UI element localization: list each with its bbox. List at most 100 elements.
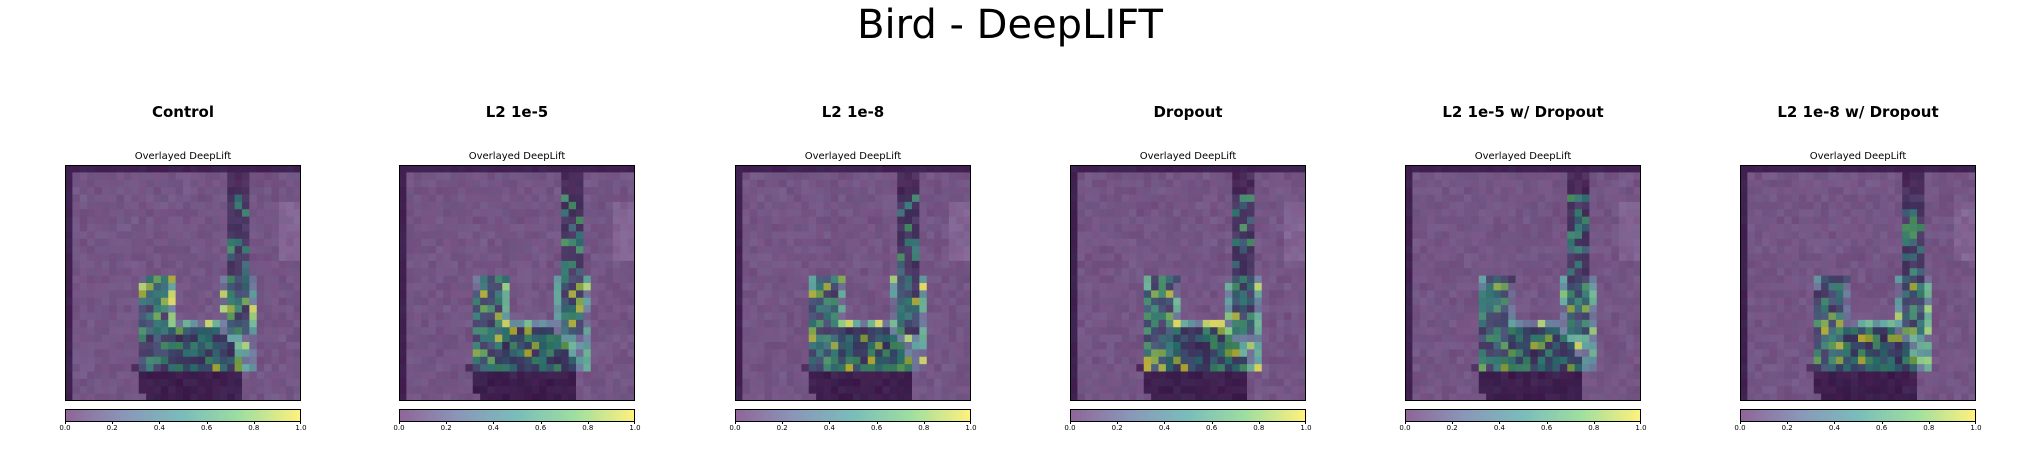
colorbar-segment <box>1180 409 1185 422</box>
heatmap-cell <box>406 209 415 218</box>
heatmap-cell <box>808 290 817 299</box>
heatmap-cell <box>1232 179 1241 188</box>
heatmap-cell <box>480 290 488 299</box>
heatmap-cell <box>1136 224 1145 232</box>
heatmap-cell <box>94 378 103 387</box>
heatmap-cell <box>1173 297 1182 306</box>
heatmap-cell <box>742 268 751 277</box>
heatmap-cell <box>889 283 898 291</box>
heatmap-cell <box>1165 283 1174 291</box>
heatmap-cell <box>197 305 206 313</box>
colorbar-segment <box>183 409 188 422</box>
heatmap-cell <box>197 290 206 299</box>
heatmap-cell <box>212 334 221 343</box>
heatmap-cell <box>399 216 407 225</box>
heatmap-cell <box>1626 283 1635 291</box>
heatmap-cell <box>190 260 199 269</box>
heatmap-cell <box>109 216 118 225</box>
heatmap-cell <box>1099 275 1108 284</box>
heatmap-cell <box>576 238 584 247</box>
heatmap-cell <box>1121 194 1130 203</box>
heatmap-cell <box>1188 275 1196 284</box>
heatmap-cell <box>94 386 103 395</box>
colorbar-segment <box>939 409 944 422</box>
heatmap-cell <box>794 238 802 247</box>
heatmap-cell <box>1077 179 1086 188</box>
heatmap-cell <box>1099 305 1108 313</box>
heatmap-cell <box>87 231 95 240</box>
heatmap-cell <box>480 209 488 218</box>
heatmap-cell <box>605 378 614 387</box>
heatmap-cell <box>1298 172 1306 181</box>
heatmap-cell <box>897 268 906 277</box>
heatmap-cell <box>845 290 854 299</box>
heatmap-cell <box>749 216 758 225</box>
heatmap-cell <box>278 179 287 188</box>
heatmap-cell <box>1291 342 1300 350</box>
heatmap <box>399 165 635 401</box>
heatmap-cell <box>219 172 228 181</box>
heatmap-cell <box>1261 319 1270 328</box>
colorbar-tick-label: 0.2 <box>776 424 788 432</box>
heatmap-cell <box>480 327 488 336</box>
heatmap-cell <box>443 386 452 395</box>
heatmap-cell <box>517 334 525 343</box>
heatmap-cell <box>1136 393 1145 401</box>
heatmap-cell <box>1092 260 1100 269</box>
heatmap-cell <box>1224 371 1233 380</box>
heatmap-cell <box>771 194 780 203</box>
heatmap-cell <box>1449 216 1458 225</box>
heatmap-cell <box>175 172 184 181</box>
heatmap-cell <box>590 194 599 203</box>
heatmap-cell <box>1084 364 1093 372</box>
heatmap-cell <box>598 179 606 188</box>
heatmap-cell <box>912 334 920 343</box>
heatmap-cell <box>919 297 928 306</box>
heatmap-cell <box>882 378 891 387</box>
heatmap-cell <box>197 224 206 232</box>
heatmap-cell <box>428 334 437 343</box>
heatmap-cell <box>212 260 221 269</box>
heatmap-cell <box>175 393 184 401</box>
heatmap-cell <box>941 224 950 232</box>
heatmap-cell <box>413 305 422 313</box>
heatmap-cell <box>912 209 920 218</box>
heatmap-cell <box>219 238 228 247</box>
heatmap-cell <box>539 194 547 203</box>
heatmap-cell <box>517 312 525 321</box>
heatmap-cell <box>1559 224 1568 232</box>
heatmap-cell <box>465 283 474 291</box>
heatmap-cell <box>816 231 824 240</box>
heatmap-cell <box>175 179 184 188</box>
heatmap-cell <box>561 238 570 247</box>
heatmap-cell <box>1500 224 1509 232</box>
heatmap-cell <box>919 238 928 247</box>
heatmap-cell <box>153 179 162 188</box>
heatmap-cell <box>1165 297 1174 306</box>
colorbar-segment <box>536 409 542 422</box>
heatmap-cell <box>956 364 965 372</box>
heatmap-cell <box>1419 224 1428 232</box>
heatmap-cell <box>428 194 437 203</box>
heatmap-cell <box>1077 371 1086 380</box>
heatmap-cell <box>1247 297 1255 306</box>
heatmap-cell <box>1604 224 1612 232</box>
heatmap-cell <box>1239 253 1248 262</box>
colorbar-segment <box>253 409 259 422</box>
heatmap-cell <box>205 319 213 328</box>
heatmap-cell <box>1405 275 1413 284</box>
heatmap-cell <box>494 260 503 269</box>
heatmap-cell <box>413 312 422 321</box>
heatmap-cell <box>109 224 118 232</box>
heatmap-cell <box>1276 393 1285 401</box>
heatmap-cell <box>197 386 206 395</box>
heatmap-cell <box>735 231 743 240</box>
heatmap-cell <box>1195 364 1204 372</box>
heatmap-cell <box>131 393 140 401</box>
heatmap-cell <box>1165 342 1174 350</box>
heatmap-cell <box>583 224 592 232</box>
heatmap-cell <box>757 246 765 254</box>
heatmap-cell <box>293 165 301 173</box>
heatmap-cell <box>742 187 751 195</box>
heatmap-cell <box>286 172 295 181</box>
